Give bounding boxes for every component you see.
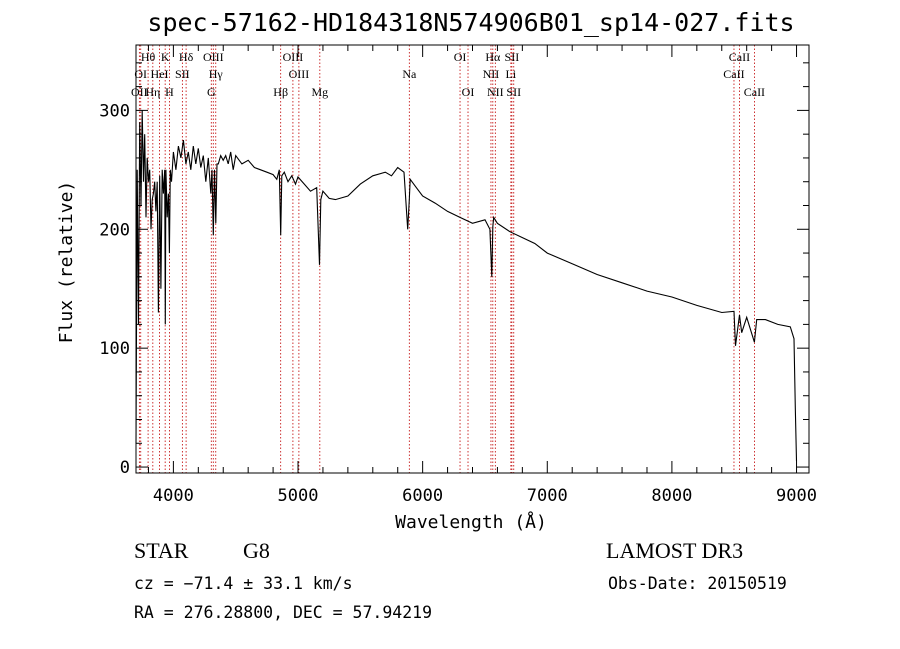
obs-date: Obs-Date: 20150519 xyxy=(608,574,787,593)
line-label: SII xyxy=(505,50,520,64)
line-label: K xyxy=(161,50,170,64)
line-label: Hα xyxy=(485,50,501,64)
line-label: OI xyxy=(134,67,147,81)
line-label: NII xyxy=(483,67,500,81)
spectral-class: G8 xyxy=(243,538,270,563)
line-label: G xyxy=(207,85,216,99)
line-label: Hθ xyxy=(141,50,156,64)
line-label: Li xyxy=(506,67,517,81)
line-label: Na xyxy=(402,67,417,81)
object-type: STAR xyxy=(134,538,189,563)
line-label: Hη xyxy=(145,85,160,99)
y-tick-label: 300 xyxy=(99,101,130,121)
x-tick-label: 9000 xyxy=(776,486,817,506)
x-tick-label: 4000 xyxy=(153,486,194,506)
line-label: CaII xyxy=(729,50,750,64)
line-label: Hβ xyxy=(273,85,288,99)
chart-title: spec-57162-HD184318N574906B01_sp14-027.f… xyxy=(147,8,794,37)
line-label: SII xyxy=(175,67,190,81)
plot-frame xyxy=(135,44,810,474)
line-label: OII xyxy=(131,85,148,99)
spectrum-line xyxy=(135,110,798,462)
line-label: Hγ xyxy=(209,67,224,81)
x-tick-label: 5000 xyxy=(278,486,319,506)
line-label: OIII xyxy=(203,50,224,64)
y-axis: 0 100 200 300 xyxy=(99,62,809,478)
x-axis-label: Wavelength (Å) xyxy=(395,511,547,533)
line-label: NII xyxy=(487,85,504,99)
line-label: H xyxy=(165,85,174,99)
line-label: OIII xyxy=(283,50,304,64)
y-tick-label: 0 xyxy=(120,458,130,478)
line-label: OIII xyxy=(289,67,310,81)
line-label: OI xyxy=(454,50,467,64)
line-label: Mg xyxy=(311,85,328,99)
x-tick-label: 8000 xyxy=(651,486,692,506)
x-tick-label: 6000 xyxy=(402,486,443,506)
line-label: HeI xyxy=(151,67,169,81)
y-tick-label: 100 xyxy=(99,339,130,359)
line-label: Hδ xyxy=(179,50,194,64)
line-label: CaII xyxy=(744,85,765,99)
x-axis: 4000 5000 6000 7000 8000 9000 xyxy=(147,45,817,506)
line-markers xyxy=(138,45,755,473)
line-label: CaII xyxy=(723,67,744,81)
survey-name: LAMOST DR3 xyxy=(606,538,744,563)
line-label: OI xyxy=(462,85,475,99)
y-tick-label: 200 xyxy=(99,220,130,240)
y-axis-label: Flux (relative) xyxy=(56,181,77,344)
coordinates: RA = 276.28800, DEC = 57.94219 xyxy=(134,603,433,622)
line-label: SII xyxy=(506,85,521,99)
x-tick-label: 7000 xyxy=(527,486,568,506)
redshift-info: cz = −71.4 ± 33.1 km/s xyxy=(134,574,353,593)
